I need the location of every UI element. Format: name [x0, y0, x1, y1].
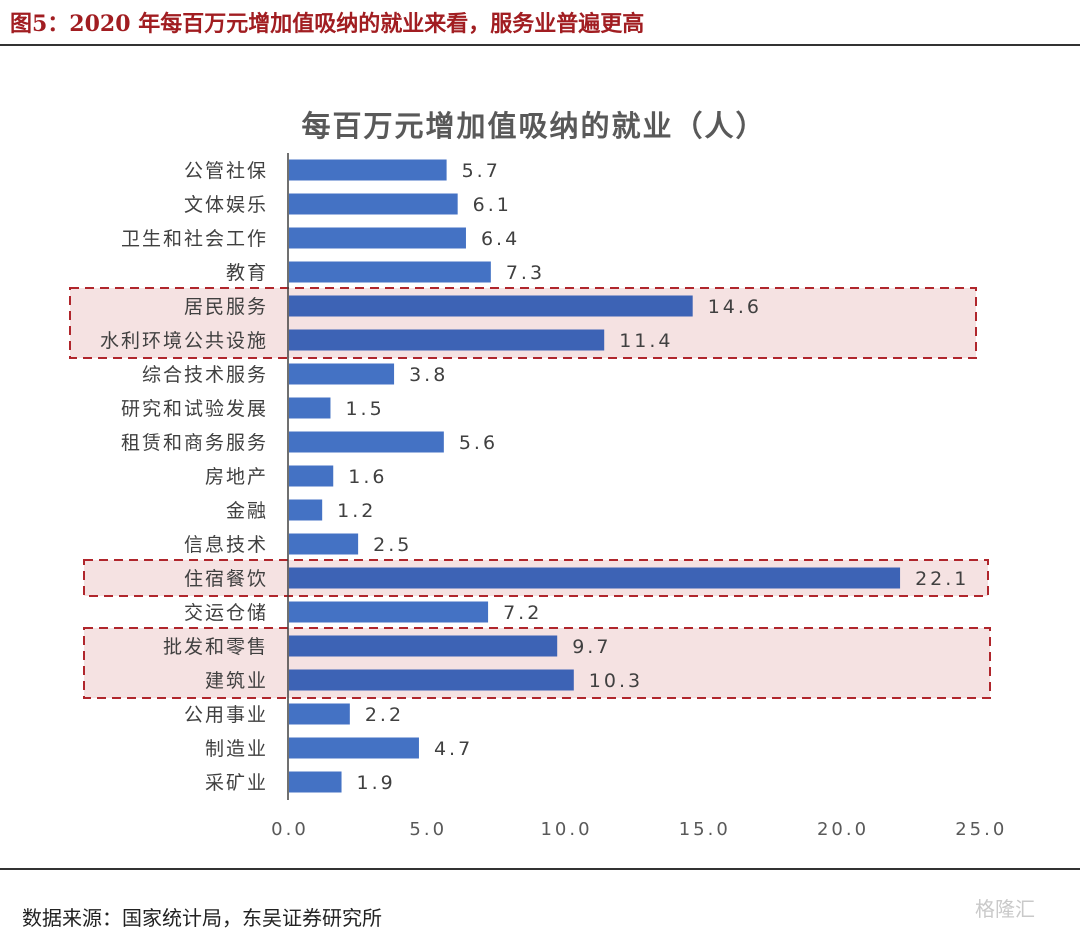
- category-label: 教育: [226, 262, 268, 284]
- value-label: 11.4: [619, 330, 673, 352]
- category-label: 居民服务: [184, 296, 268, 318]
- source-note: 数据来源：国家统计局，东吴证券研究所: [22, 906, 382, 930]
- value-label: 9.7: [572, 636, 611, 658]
- value-label: 3.8: [409, 364, 448, 386]
- bar: [289, 465, 334, 487]
- bar: [289, 771, 342, 793]
- category-label: 金融: [226, 500, 268, 522]
- value-label: 1.2: [337, 500, 376, 522]
- value-label: 2.5: [373, 534, 412, 556]
- top-rule: [0, 44, 1080, 46]
- figure-caption: 图5：2020 年每百万元增加值吸纳的就业来看，服务业普遍更高: [10, 11, 645, 37]
- category-label: 综合技术服务: [142, 364, 268, 386]
- x-tick-label: 20.0: [817, 819, 869, 840]
- value-label: 5.7: [462, 160, 501, 182]
- bar: [289, 499, 323, 521]
- bar: [289, 397, 331, 419]
- bar: [289, 533, 359, 555]
- value-label: 2.2: [365, 704, 404, 726]
- category-label: 文体娱乐: [184, 194, 268, 216]
- category-label: 卫生和社会工作: [121, 228, 268, 250]
- x-tick-label: 25.0: [955, 819, 1007, 840]
- x-tick-label: 10.0: [540, 819, 592, 840]
- chart-title: 每百万元增加值吸纳的就业（人）: [301, 109, 766, 143]
- category-label: 采矿业: [205, 772, 268, 794]
- bar: [289, 159, 447, 181]
- category-label: 建筑业: [205, 670, 268, 692]
- bar: [289, 669, 574, 691]
- bar: [289, 601, 489, 623]
- x-tick-label: 5.0: [409, 819, 447, 840]
- bar: [289, 295, 693, 317]
- value-label: 5.6: [459, 432, 498, 454]
- bar: [289, 703, 350, 725]
- category-label: 批发和零售: [163, 636, 268, 658]
- value-label: 6.4: [481, 228, 520, 250]
- x-tick-label: 15.0: [679, 819, 731, 840]
- category-label: 水利环境公共设施: [100, 330, 268, 352]
- value-label: 1.9: [357, 772, 396, 794]
- bar: [289, 193, 458, 215]
- category-label: 信息技术: [184, 534, 268, 556]
- bar: [289, 363, 395, 385]
- value-label: 1.5: [345, 398, 384, 420]
- bar: [289, 261, 491, 283]
- category-label: 公管社保: [184, 160, 268, 182]
- category-label: 制造业: [205, 738, 268, 760]
- x-tick-label: 0.0: [271, 819, 309, 840]
- category-label: 公用事业: [184, 704, 268, 726]
- category-label: 租赁和商务服务: [121, 432, 268, 454]
- value-label: 6.1: [473, 194, 512, 216]
- category-label: 研究和试验发展: [121, 398, 268, 420]
- category-label: 交运仓储: [184, 602, 268, 624]
- bottom-rule: [0, 868, 1080, 870]
- watermark-logo: 格隆汇: [975, 897, 1035, 921]
- bar: [289, 737, 419, 759]
- bars-layer: 公管社保 5.7 文体娱乐 6.1 卫生和社会工作 6.4 教育 7.3 居民服务 14.6 水利环…: [100, 159, 969, 794]
- value-label: 14.6: [708, 296, 762, 318]
- value-label: 4.7: [434, 738, 473, 760]
- bar: [289, 227, 466, 249]
- bar: [289, 329, 605, 351]
- value-label: 10.3: [589, 670, 643, 692]
- category-label: 住宿餐饮: [184, 568, 268, 590]
- value-label: 7.3: [506, 262, 545, 284]
- bar: [289, 431, 444, 453]
- bar: [289, 567, 901, 589]
- bar: [289, 635, 558, 657]
- category-label: 房地产: [205, 466, 268, 488]
- value-label: 7.2: [503, 602, 542, 624]
- x-axis-ticks: 0.0 5.0 10.0 15.0 20.0 25.0: [271, 819, 1007, 840]
- value-label: 22.1: [915, 568, 969, 590]
- value-label: 1.6: [348, 466, 387, 488]
